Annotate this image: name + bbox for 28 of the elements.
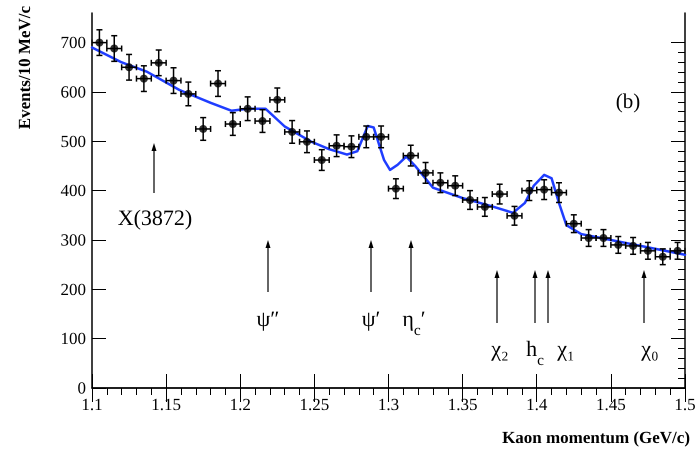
x-tick-label: 1.35: [448, 395, 478, 414]
y-tick-label: 400: [60, 181, 86, 200]
y-tick-label: 200: [60, 280, 86, 299]
x-tick-label: 1.45: [596, 395, 626, 414]
x-tick-label: 1.1: [81, 395, 103, 414]
y-tick-label: 600: [60, 82, 86, 102]
annotation: X(3872): [118, 205, 192, 230]
annotation: η$_{c}$′: [402, 306, 426, 338]
x-tick-label: 1.15: [151, 395, 181, 414]
annotation: h$_{c}$: [526, 336, 544, 368]
annotation: (b): [616, 89, 640, 113]
x-tick-label: 1.25: [300, 395, 330, 414]
y-tick-label: 100: [60, 329, 86, 348]
annotation: ψ′: [362, 306, 380, 331]
x-axis-title: Kaon momentum (GeV/c): [502, 428, 690, 447]
annotation: χ₁: [556, 336, 575, 361]
y-tick-label: 300: [60, 230, 86, 250]
y-axis-title: Events/10 MeV/c: [15, 6, 34, 130]
y-tick-label: 700: [60, 33, 86, 52]
x-tick-label: 1.5: [674, 395, 696, 414]
annotation: χ₀: [640, 336, 659, 361]
x-tick-label: 1.4: [526, 395, 548, 414]
y-tick-label: 0: [78, 378, 86, 398]
x-tick-label: 1.2: [230, 395, 251, 414]
x-tick-label: 1.3: [378, 395, 400, 414]
y-tick-label: 500: [60, 132, 86, 151]
annotation: ψ″: [256, 306, 280, 331]
annotation: χ₂: [490, 336, 509, 361]
